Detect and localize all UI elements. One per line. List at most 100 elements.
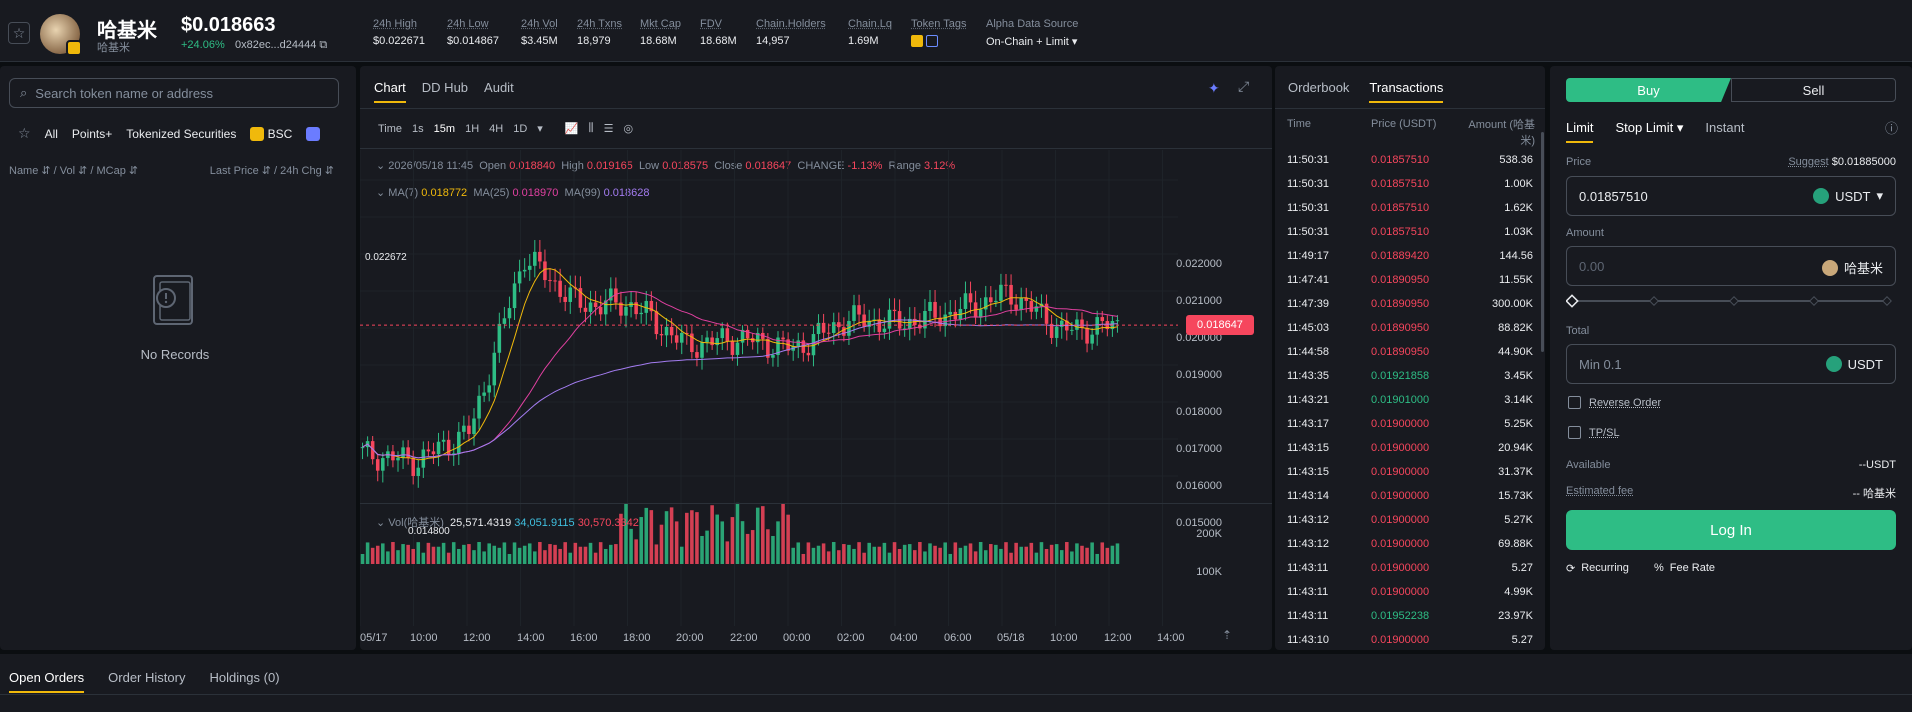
volume-bar	[634, 539, 638, 564]
sort-price-change[interactable]: Last Price ⇵ / 24h Chg ⇵	[209, 165, 334, 177]
stat-24h-vol: 24h Vol $3.45M	[521, 18, 558, 47]
tx-time: 11:50:31	[1287, 226, 1330, 238]
tx-time: 11:50:31	[1287, 202, 1330, 214]
auto-scale-icon[interactable]: ⇡	[1222, 628, 1233, 642]
volume-bar	[446, 552, 451, 564]
settings-icon[interactable]: ☰	[603, 123, 614, 135]
stat-data-source[interactable]: Alpha Data Source On-Chain + Limit ▾	[986, 18, 1079, 48]
tab-order-history[interactable]: Order History	[108, 670, 186, 685]
volume-bar	[700, 535, 704, 564]
candle	[816, 322, 821, 335]
candle	[381, 458, 385, 471]
info-icon[interactable]: ⓘ	[1884, 121, 1898, 136]
tab-limit[interactable]: Limit	[1566, 120, 1594, 143]
sell-button[interactable]: Sell	[1731, 78, 1896, 102]
interval-4h[interactable]: 4H	[489, 122, 504, 135]
volume-bar	[568, 552, 573, 564]
candle	[619, 302, 623, 316]
volume-bar	[973, 551, 978, 564]
tab-dd-hub[interactable]: DD Hub	[421, 80, 469, 95]
copy-icon[interactable]: ⧉	[319, 39, 328, 51]
volume-bar	[619, 513, 623, 564]
quote-selector[interactable]: USDT ▾	[1813, 188, 1883, 204]
tab-orderbook[interactable]: Orderbook	[1288, 80, 1350, 95]
candle	[705, 337, 709, 343]
volume-readout: ⌄ Vol(哈基米) 25,571.4319 34,051.9115 30,57…	[376, 517, 639, 529]
volume-bar	[431, 546, 436, 564]
candle-type-icon[interactable]: ⫼	[588, 122, 594, 134]
filter-all[interactable]: All	[44, 126, 58, 141]
amount-slider[interactable]	[1566, 294, 1896, 308]
filter-points[interactable]: Points+	[71, 126, 113, 141]
volume-bar	[948, 553, 953, 564]
candle	[396, 457, 400, 461]
interval-1s[interactable]: 1s	[412, 122, 424, 135]
available-label: Available	[1566, 459, 1611, 471]
sort-name-vol-mcap[interactable]: Name ⇵ / Vol ⇵ / MCap ⇵	[9, 165, 139, 177]
tpsl-checkbox[interactable]: TP/SL	[1568, 426, 1620, 439]
volume-bar	[558, 548, 562, 564]
tab-instant[interactable]: Instant	[1705, 120, 1745, 135]
tx-time: 11:47:39	[1287, 298, 1330, 310]
reverse-order-checkbox[interactable]: Reverse Order	[1568, 396, 1661, 409]
volume-bar	[791, 547, 795, 564]
token-list-panel: ⌕ Search token name or address ☆ All Poi…	[0, 66, 356, 650]
tx-time: 11:44:58	[1287, 346, 1330, 358]
interval-time: Time	[378, 122, 403, 135]
buy-button[interactable]: Buy	[1566, 78, 1731, 102]
candle	[953, 311, 958, 320]
candle	[847, 320, 851, 336]
fee-rate-link[interactable]: % Fee Rate	[1654, 562, 1716, 574]
favorites-star-icon[interactable]: ☆	[18, 125, 31, 141]
tab-transactions[interactable]: Transactions	[1369, 80, 1444, 103]
amount-input[interactable]: 0.00 哈基米	[1566, 246, 1896, 286]
recurring-link[interactable]: ⟳ Recurring	[1566, 562, 1629, 575]
candle	[568, 287, 573, 302]
interval-15m[interactable]: 15m	[433, 122, 456, 135]
volume-bar	[598, 542, 603, 564]
candle	[842, 327, 846, 336]
interval-1d[interactable]: 1D	[513, 122, 528, 135]
candle	[715, 338, 719, 346]
search-input[interactable]: ⌕ Search token name or address	[9, 78, 339, 108]
indicator-icon[interactable]: 📈	[564, 123, 579, 135]
fullscreen-icon[interactable]: ⤢	[1238, 78, 1250, 94]
candle	[943, 314, 947, 327]
volume-bar	[837, 550, 841, 564]
volume-bar	[1070, 551, 1074, 564]
tab-audit[interactable]: Audit	[484, 80, 514, 95]
target-icon[interactable]: ◎	[623, 123, 634, 135]
candle	[1080, 319, 1084, 328]
suggest-price[interactable]: Suggest $0.01885000	[1788, 156, 1896, 168]
candle	[892, 309, 897, 312]
login-button[interactable]: Log In	[1566, 510, 1896, 550]
favorite-star-icon[interactable]: ☆	[8, 22, 30, 44]
tx-time: 11:43:14	[1287, 490, 1330, 502]
ai-sparkle-icon[interactable]: ✦	[1208, 80, 1220, 96]
tab-chart[interactable]: Chart	[374, 80, 406, 103]
eth-icon[interactable]	[306, 126, 321, 141]
volume-bar	[1065, 542, 1069, 564]
volume-bar	[867, 542, 871, 564]
tab-stop-limit[interactable]: Stop Limit ▾	[1615, 120, 1684, 135]
volume-bar	[679, 546, 684, 564]
candle	[801, 340, 806, 353]
candle	[796, 340, 801, 347]
candlestick-chart[interactable]	[360, 150, 1178, 626]
candle	[928, 301, 932, 311]
chevron-down-icon: ▾	[1876, 188, 1883, 203]
filter-tokenized[interactable]: Tokenized Securities	[126, 126, 237, 141]
filter-bsc[interactable]: BSC	[250, 126, 292, 141]
interval-dropdown-icon[interactable]: ▾	[537, 123, 543, 135]
contract-address[interactable]: 0x82ec...d24444 ⧉	[235, 39, 328, 51]
tab-open-orders[interactable]: Open Orders	[9, 670, 85, 693]
tx-time: 11:43:12	[1287, 514, 1330, 526]
tx-amount: 3.14K	[1504, 394, 1533, 406]
total-input[interactable]: Min 0.1 USDT	[1566, 344, 1896, 384]
volume-bar	[391, 542, 395, 564]
volume-bar	[776, 521, 780, 564]
tab-holdings[interactable]: Holdings (0)	[209, 670, 280, 685]
price-input[interactable]: 0.01857510 USDT ▾	[1566, 176, 1896, 216]
tx-scrollbar[interactable]	[1541, 132, 1544, 352]
interval-1h[interactable]: 1H	[465, 122, 480, 135]
